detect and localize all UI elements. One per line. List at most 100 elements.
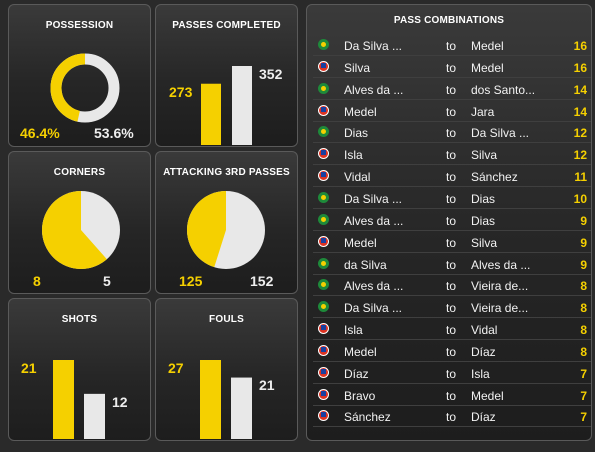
- combination-count: 12: [573, 148, 587, 163]
- receiver-name: Silva: [471, 148, 498, 163]
- chile-flag-icon: [318, 344, 329, 356]
- receiver-name: Silva: [471, 235, 498, 250]
- passer-name: da Silva: [344, 257, 387, 272]
- to-label: to: [446, 279, 457, 294]
- to-label: to: [446, 126, 457, 141]
- combination-row[interactable]: Da Silva ... to Dias 10: [313, 188, 591, 209]
- passer-name: Medel: [344, 344, 377, 359]
- combination-count: 9: [580, 257, 587, 272]
- combination-row[interactable]: Da Silva ... to Vieira de... 8: [313, 297, 591, 319]
- passer-name: Alves da ...: [344, 213, 404, 228]
- row-divider: [313, 229, 591, 231]
- combination-row[interactable]: Silva to Medel 16: [313, 57, 591, 78]
- row-divider: [313, 339, 591, 341]
- brazil-flag-icon: [318, 191, 329, 203]
- combination-row[interactable]: da Silva to Alves da ... 9: [313, 254, 591, 275]
- receiver-name: Sánchez: [471, 170, 518, 185]
- combination-row[interactable]: Da Silva ... to Medel 16: [313, 35, 591, 56]
- passer-name: Dias: [344, 126, 369, 141]
- receiver-name: Alves da ...: [471, 257, 531, 272]
- combination-row[interactable]: Alves da ... to Vieira de... 8: [313, 275, 591, 297]
- combination-row[interactable]: Medel to Díaz 8: [313, 341, 591, 362]
- shots-left-value: 21: [21, 360, 37, 376]
- row-divider: [313, 404, 591, 406]
- row-divider: [313, 164, 591, 166]
- chile-flag-icon: [318, 60, 329, 72]
- possession-left-value: 46.4%: [20, 125, 60, 141]
- brazil-flag-icon: [318, 39, 329, 50]
- to-label: to: [446, 366, 457, 381]
- passes-completed-panel: PASSES COMPLETED 273 352: [155, 4, 298, 147]
- receiver-name: Vieira de...: [471, 301, 529, 316]
- attacking-right-value: 152: [250, 273, 274, 289]
- shots-right-value: 12: [112, 394, 128, 410]
- combination-count: 16: [573, 60, 587, 75]
- corners-pie: [42, 191, 120, 269]
- row-divider: [313, 273, 591, 275]
- combination-row[interactable]: Alves da ... to Dias 9: [313, 210, 591, 231]
- shots-panel: SHOTS 21 12: [8, 298, 151, 441]
- attacking-pie-yellow: [186, 191, 226, 268]
- fouls-bar-left: [200, 360, 221, 439]
- passer-name: Vidal: [344, 170, 371, 185]
- pass-combinations-title: PASS COMBINATIONS: [393, 15, 505, 26]
- chile-flag-icon: [318, 235, 329, 247]
- passes-right-value: 352: [259, 66, 283, 82]
- passes-left-value: 273: [169, 84, 193, 100]
- brazil-flag-icon: [318, 126, 329, 138]
- attacking-3rd-passes-title: ATTACKING 3RD PASSES: [163, 167, 290, 178]
- row-divider: [313, 426, 591, 428]
- combination-row[interactable]: Sánchez to Díaz 7: [313, 406, 591, 428]
- combination-row[interactable]: Dias to Da Silva ... 12: [313, 122, 591, 144]
- passes-bar-left: [201, 83, 221, 145]
- combination-count: 16: [573, 39, 587, 53]
- receiver-name: Medel: [471, 60, 504, 75]
- possession-panel: POSSESSION 46.4% 53.6%: [8, 4, 151, 147]
- chile-flag-icon: [318, 388, 329, 400]
- shots-bars: [53, 360, 105, 439]
- row-divider: [313, 207, 591, 209]
- combination-row[interactable]: Alves da ... to dos Santo... 14: [313, 79, 591, 100]
- brazil-flag-icon: [318, 279, 329, 291]
- to-label: to: [446, 323, 457, 338]
- combination-count: 11: [574, 170, 587, 185]
- receiver-name: Da Silva ...: [471, 126, 530, 141]
- to-label: to: [446, 235, 457, 250]
- combination-row[interactable]: Vidal to Sánchez 11: [313, 166, 591, 188]
- row-divider: [313, 142, 591, 144]
- to-label: to: [446, 410, 457, 425]
- passer-name: Sánchez: [344, 410, 391, 425]
- brazil-flag-icon: [318, 301, 329, 313]
- receiver-name: Dias: [471, 213, 496, 228]
- receiver-name: Medel: [471, 388, 504, 403]
- combination-count: 7: [580, 388, 587, 403]
- row-divider: [313, 295, 591, 297]
- passer-name: Medel: [344, 235, 377, 250]
- receiver-name: Díaz: [471, 410, 496, 425]
- combination-row[interactable]: Medel to Silva 9: [313, 232, 591, 253]
- combination-row[interactable]: Bravo to Medel 7: [313, 385, 591, 406]
- to-label: to: [446, 60, 457, 75]
- combination-row[interactable]: Díaz to Isla 7: [313, 363, 591, 384]
- passer-name: Da Silva ...: [344, 191, 403, 206]
- pass-combinations-panel: PASS COMBINATIONS Da Silva ... to Medel 16 S…: [306, 4, 592, 441]
- receiver-name: Jara: [471, 104, 495, 119]
- passer-name: Medel: [344, 104, 377, 119]
- combination-row[interactable]: Isla to Silva 12: [313, 144, 591, 166]
- combination-row[interactable]: Medel to Jara 14: [313, 101, 591, 122]
- combination-row[interactable]: Isla to Vidal 8: [313, 319, 591, 341]
- passer-name: Da Silva ...: [344, 301, 403, 316]
- receiver-name: Isla: [471, 366, 490, 381]
- corners-title: CORNERS: [53, 167, 106, 178]
- row-divider: [313, 120, 591, 122]
- receiver-name: dos Santo...: [471, 82, 536, 97]
- receiver-name: Vidal: [471, 323, 498, 338]
- passer-name: Silva: [344, 60, 371, 75]
- possession-right-value: 53.6%: [94, 125, 134, 141]
- attacking-left-value: 125: [179, 273, 203, 289]
- to-label: to: [446, 257, 457, 272]
- passes-completed-bars: [201, 66, 252, 145]
- to-label: to: [446, 301, 457, 316]
- shots-bar-left: [53, 360, 74, 439]
- row-divider: [313, 382, 591, 384]
